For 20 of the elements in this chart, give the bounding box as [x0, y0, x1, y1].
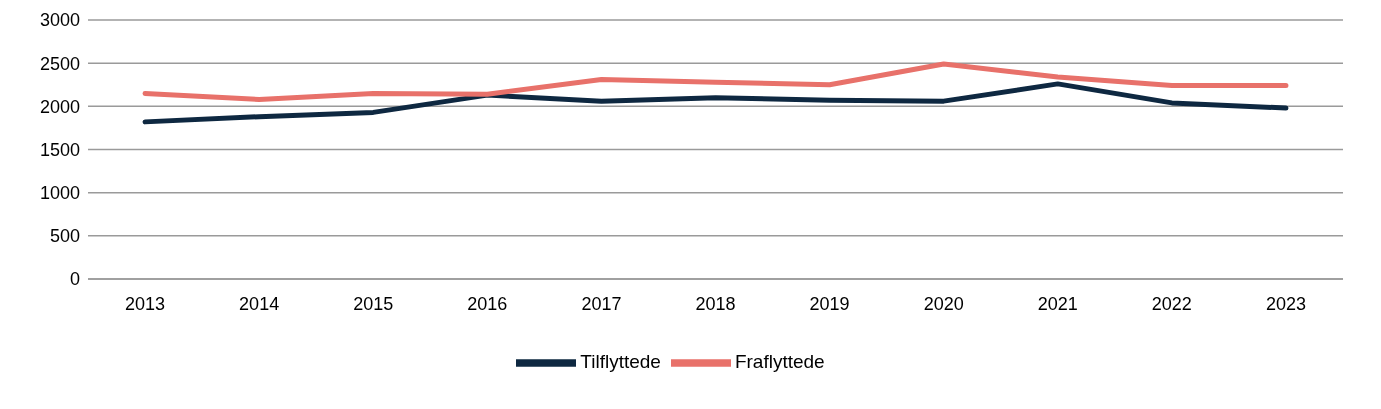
- x-tick-label: 2023: [1265, 293, 1306, 314]
- y-tick-label: 1000: [39, 183, 80, 204]
- x-tick-label: 2019: [809, 293, 850, 314]
- y-tick-label: 500: [49, 226, 80, 247]
- legend-label: Fraflyttede: [734, 351, 825, 373]
- x-tick-label: 2014: [239, 293, 280, 314]
- y-tick-label: 2500: [39, 53, 80, 74]
- x-tick-label: 2013: [125, 293, 166, 314]
- x-tick-label: 2021: [1037, 293, 1078, 314]
- y-tick-label: 0: [69, 269, 80, 290]
- x-tick-label: 2015: [353, 293, 394, 314]
- x-tick-label: 2018: [695, 293, 736, 314]
- x-tick-label: 2016: [467, 293, 508, 314]
- y-tick-label: 3000: [39, 10, 80, 31]
- x-tick-label: 2017: [581, 293, 622, 314]
- legend-label: Tilflyttede: [580, 351, 661, 373]
- x-tick-label: 2022: [1151, 293, 1192, 314]
- y-tick-label: 2000: [39, 96, 80, 117]
- y-tick-label: 1500: [39, 139, 80, 160]
- x-tick-label: 2020: [923, 293, 964, 314]
